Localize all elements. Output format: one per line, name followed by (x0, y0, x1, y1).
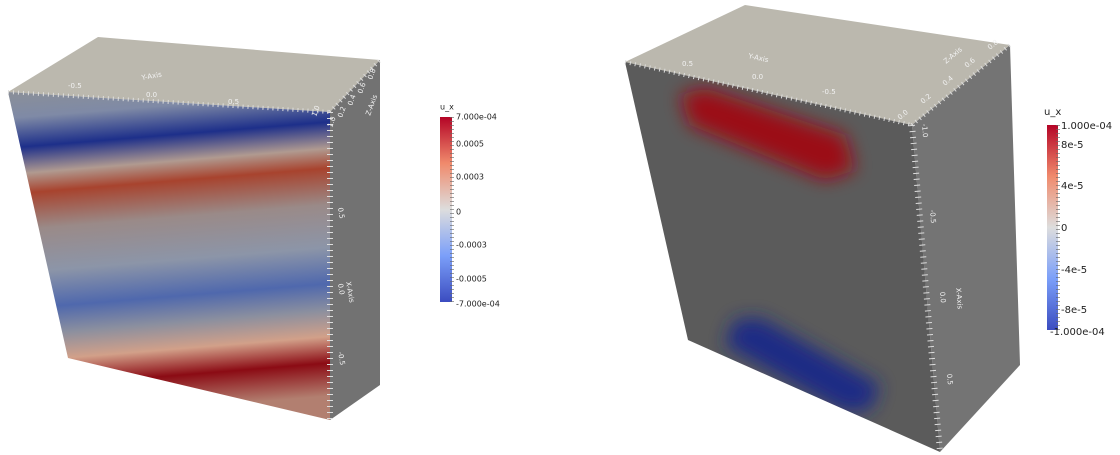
front-face (8, 92, 330, 420)
colorbar-label: 8e-5 (1061, 140, 1084, 151)
axis-tick: -0.5 (822, 88, 836, 96)
colorbar-label: -0.0003 (456, 241, 487, 250)
axis-tick: 0.0 (938, 291, 947, 303)
colorbar-label: -4e-5 (1061, 265, 1087, 276)
colorbar-title: u_x (440, 103, 454, 112)
colorbar-title: u_x (1044, 107, 1061, 118)
scene: Y-Axis -0.5 0.0 0.5 1.0 1.0 0.2 0.4 0.6 … (0, 0, 1120, 455)
colorbar-label: -1.000e-04 (1050, 327, 1105, 338)
axis-tick: 0.0 (146, 91, 157, 99)
colorbar: u_x 7.000e-04 0.0005 0.0003 0 -0.0003 -0… (440, 103, 500, 309)
colorbar-label: -8e-5 (1061, 305, 1087, 316)
axis-tick: -1.0 (920, 123, 929, 137)
axis-tick: 0.5 (682, 60, 693, 68)
axis-tick: 0.5 (945, 373, 954, 385)
colorbar: u_x 1.000e-04 8e-5 4e-5 0 -4e-5 -8e-5 -1… (1044, 107, 1112, 338)
colorbar-label: 0 (1061, 223, 1067, 234)
colorbar-label: 4e-5 (1061, 181, 1084, 192)
colorbar-label: -0.0005 (456, 275, 487, 284)
colorbar-label: 7.000e-04 (456, 113, 497, 122)
right-box: Y-Axis 0.5 0.0 -0.5 0.8 0.6 0.4 0.2 0.0 … (625, 5, 1020, 452)
axis-tick: -0.5 (928, 209, 937, 223)
left-box: Y-Axis -0.5 0.0 0.5 1.0 1.0 0.2 0.4 0.6 … (8, 37, 380, 420)
axis-tick: 0.0 (752, 73, 763, 81)
colorbar-label: 1.000e-04 (1061, 121, 1112, 132)
axis-tick: -0.5 (68, 82, 82, 90)
colorbar-label: 0.0005 (456, 140, 484, 149)
colorbar-label: 0 (456, 208, 461, 217)
colorbar-label: 0.0003 (456, 173, 484, 182)
axis-tick: 0.5 (228, 98, 239, 106)
colorbar-label: -7.000e-04 (456, 300, 500, 309)
colorbar-ramp (1047, 125, 1058, 330)
